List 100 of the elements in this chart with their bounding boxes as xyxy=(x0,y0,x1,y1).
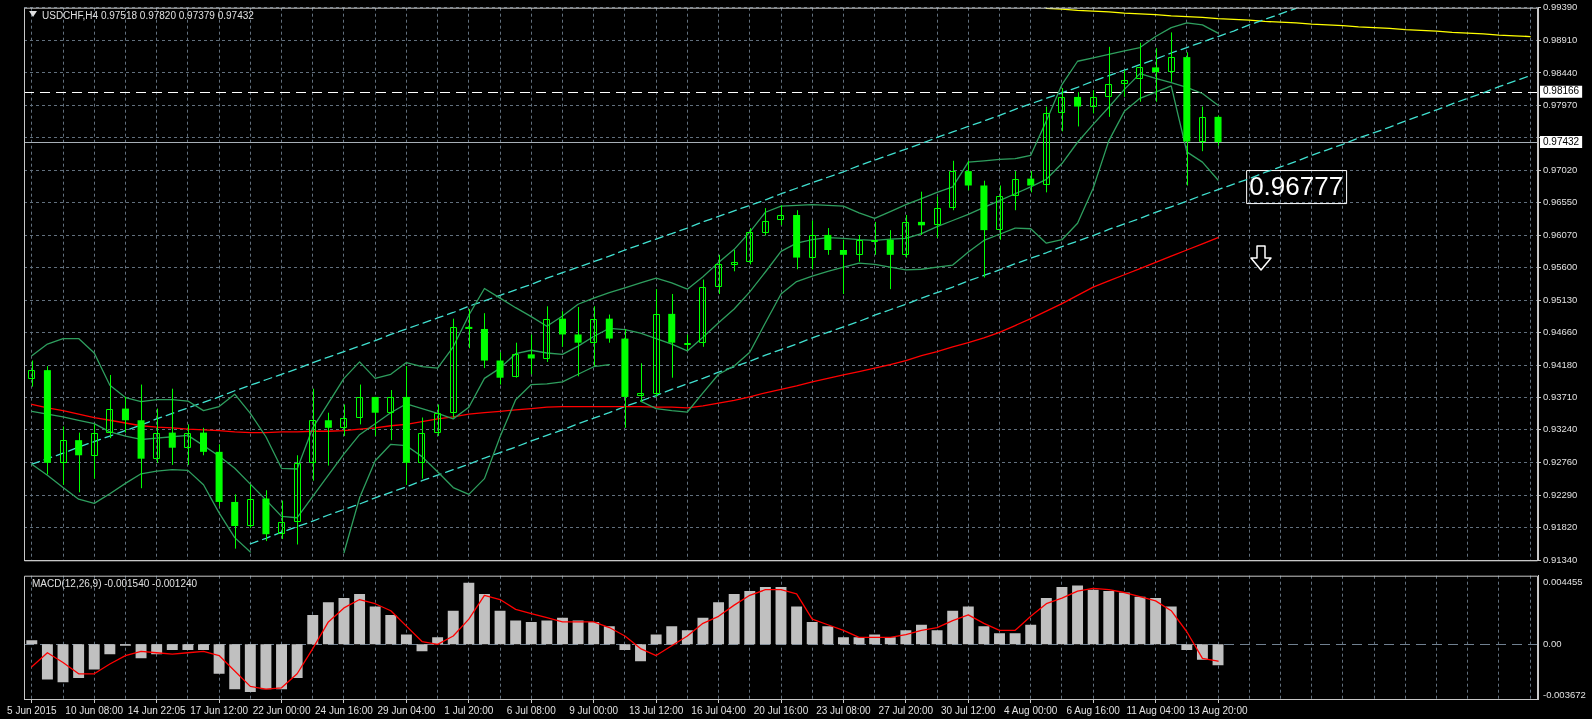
candlestick xyxy=(106,374,113,439)
candlestick xyxy=(294,454,301,546)
y-tick-label: 0.99390 xyxy=(1543,1,1578,13)
candlestick xyxy=(590,305,597,367)
y-tick-label: 0.91340 xyxy=(1543,553,1578,565)
candlestick xyxy=(715,254,722,295)
bar xyxy=(385,614,397,645)
y-tick-label: 0.96550 xyxy=(1543,196,1578,208)
x-tick-label: 23 Jul 08:00 xyxy=(816,704,872,716)
candlestick xyxy=(1058,87,1065,132)
ref-line-label: 0.98166 xyxy=(1543,85,1580,97)
bar xyxy=(728,593,740,645)
bar xyxy=(1025,624,1037,645)
bar xyxy=(744,591,756,645)
bar xyxy=(494,610,506,645)
bar xyxy=(525,621,537,645)
bar xyxy=(853,637,865,645)
bar xyxy=(260,644,272,690)
ref-line-label: 0.97432 xyxy=(1543,135,1580,147)
y-tick-label: -0.003672 xyxy=(1543,689,1586,701)
y-tick-label: 0.94180 xyxy=(1543,358,1578,370)
bar xyxy=(463,582,475,645)
bar xyxy=(88,644,100,670)
candlestick xyxy=(356,384,363,425)
bar xyxy=(198,644,209,650)
candlestick xyxy=(1043,106,1050,193)
bar xyxy=(1181,644,1193,650)
bar xyxy=(104,644,116,655)
candlestick xyxy=(496,351,504,386)
bar xyxy=(307,614,319,645)
bar xyxy=(166,644,178,650)
x-tick-label: 5 Jun 2015 xyxy=(7,704,57,716)
candlestick xyxy=(809,220,816,270)
candlestick xyxy=(558,310,566,348)
y-tick-label: 0.91820 xyxy=(1543,520,1578,532)
candlestick xyxy=(1074,91,1082,127)
candlestick xyxy=(1105,46,1112,118)
x-tick-label: 4 Aug 00:00 xyxy=(1004,704,1058,716)
candlestick xyxy=(153,408,160,464)
candlestick xyxy=(856,234,863,263)
candlestick xyxy=(199,427,208,456)
candlestick xyxy=(605,314,613,344)
bar xyxy=(400,634,412,645)
x-tick-label: 6 Aug 16:00 xyxy=(1066,704,1121,716)
bar xyxy=(41,644,53,680)
bar xyxy=(541,620,553,645)
candlestick xyxy=(278,500,285,540)
chart-title: MACD(12,26,9) -0.001540 -0.001240 xyxy=(32,578,198,590)
bar xyxy=(666,626,678,645)
x-tick-label: 16 Jul 04:00 xyxy=(691,704,747,716)
bar xyxy=(962,606,974,645)
candlestick xyxy=(309,388,316,482)
candlestick xyxy=(824,227,832,256)
bar xyxy=(588,621,600,645)
x-tick-label: 11 Aug 04:00 xyxy=(1126,704,1186,716)
candlestick xyxy=(1136,42,1143,103)
bar xyxy=(1009,633,1021,645)
bar xyxy=(1072,585,1084,645)
bar xyxy=(213,644,225,674)
bar xyxy=(135,644,147,659)
candlestick xyxy=(996,184,1003,241)
annotation: 0.96777 xyxy=(1249,171,1344,202)
candlestick xyxy=(574,306,582,377)
candlestick xyxy=(949,160,956,211)
candlestick xyxy=(1199,106,1206,152)
y-tick-label: 0.92290 xyxy=(1543,488,1578,500)
bar xyxy=(635,644,646,662)
candlestick xyxy=(762,207,769,237)
bar xyxy=(244,644,256,692)
candlestick xyxy=(777,204,784,226)
candlestick xyxy=(371,396,379,437)
candlestick xyxy=(637,362,644,403)
candlestick xyxy=(184,423,191,466)
candlestick xyxy=(434,403,441,437)
bar xyxy=(1103,591,1115,645)
bar xyxy=(822,626,834,645)
bar xyxy=(1165,606,1177,645)
y-tick-label: 0.95130 xyxy=(1543,293,1578,305)
x-tick-label: 30 Jul 12:00 xyxy=(941,704,996,716)
bar xyxy=(369,606,381,645)
y-tick-label: 0.97020 xyxy=(1543,164,1578,176)
bar xyxy=(916,624,927,645)
x-tick-label: 24 Jun 16:00 xyxy=(315,704,374,716)
line-series xyxy=(249,75,1531,545)
bar xyxy=(229,644,241,690)
x-tick-label: 13 Jul 12:00 xyxy=(628,704,684,716)
candlestick xyxy=(1152,47,1160,103)
bar xyxy=(697,617,709,645)
candlestick xyxy=(653,288,660,398)
bar xyxy=(978,626,990,645)
candlestick xyxy=(465,308,473,349)
bar xyxy=(1040,598,1052,645)
y-tick-label: 0.96070 xyxy=(1543,229,1578,241)
bar xyxy=(884,637,896,645)
bar xyxy=(447,610,459,645)
candlestick xyxy=(934,195,941,239)
bar xyxy=(994,633,1005,645)
candlestick xyxy=(902,214,909,259)
bar xyxy=(619,644,631,650)
candlestick xyxy=(543,305,550,363)
